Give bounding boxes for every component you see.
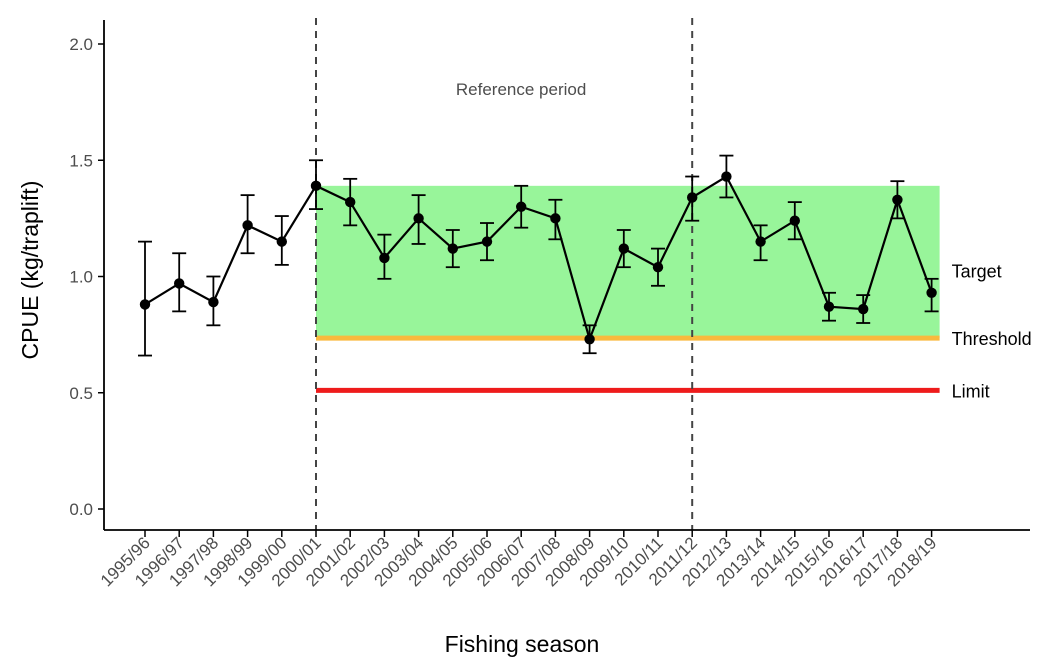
- y-tick-label: 2.0: [69, 35, 93, 54]
- cpue-series-line: [144, 174, 933, 343]
- data-point: [789, 215, 800, 226]
- y-tick-label: 1.0: [69, 268, 93, 287]
- data-point: [276, 236, 287, 247]
- x-ticks: 1995/961996/971997/981998/991999/002000/…: [97, 530, 940, 590]
- y-tick-label: 0.0: [69, 500, 93, 519]
- target-label: Target: [952, 261, 1002, 281]
- data-point: [652, 262, 664, 273]
- data-point: [413, 213, 424, 224]
- data-point: [721, 171, 732, 182]
- series: [138, 154, 939, 357]
- y-tick-label: 1.5: [69, 151, 93, 170]
- data-point: [858, 303, 869, 315]
- band-layer: [316, 185, 940, 393]
- data-point: [618, 243, 629, 254]
- y-ticks: 0.0 0.5 1.0 1.5 2.0: [69, 35, 104, 519]
- data-point: [550, 213, 561, 224]
- data-point: [139, 299, 151, 310]
- data-point: [242, 220, 253, 231]
- data-point: [687, 192, 698, 203]
- y-axis-title: CPUE (kg/traplift): [17, 181, 43, 360]
- data-point: [892, 194, 903, 205]
- target-band: [316, 185, 940, 339]
- data-point: [345, 196, 356, 208]
- data-point: [584, 334, 595, 345]
- data-point: [208, 296, 219, 308]
- y-tick-label: 0.5: [69, 384, 93, 403]
- data-point: [310, 180, 322, 192]
- threshold-label: Threshold: [952, 329, 1032, 349]
- data-point: [823, 301, 835, 312]
- data-point: [755, 236, 766, 247]
- data-point: [447, 243, 458, 254]
- data-point: [481, 236, 493, 247]
- reference-period-label: Reference period: [456, 80, 586, 99]
- limit-label: Limit: [952, 381, 990, 401]
- data-point: [379, 252, 390, 264]
- data-point: [516, 201, 527, 212]
- x-axis-title: Fishing season: [445, 631, 600, 657]
- axes: [103, 20, 1030, 531]
- data-point: [926, 287, 937, 298]
- data-point: [174, 278, 185, 289]
